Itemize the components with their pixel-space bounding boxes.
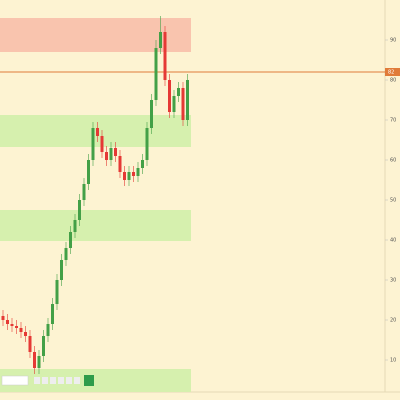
candle-body	[141, 160, 144, 168]
candle-body	[114, 148, 117, 156]
zone	[0, 18, 191, 52]
zone	[0, 210, 191, 241]
y-tick-label: 40	[390, 238, 396, 244]
candle-body	[6, 320, 9, 324]
symbol-box[interactable]	[1, 375, 29, 386]
candle-body	[91, 128, 95, 160]
candle-body	[82, 184, 86, 200]
tool-button[interactable]	[66, 377, 72, 384]
candle-body	[154, 48, 158, 100]
candle-body	[46, 324, 50, 336]
candle-body	[123, 172, 126, 180]
y-tick-label: 80	[390, 78, 396, 84]
candle-body	[60, 260, 63, 280]
candle-body	[109, 148, 113, 160]
candle-body	[64, 248, 68, 260]
y-tick-label: 30	[390, 278, 396, 284]
candle-body	[186, 80, 189, 120]
candle-body	[118, 156, 122, 172]
y-tick-label: 50	[390, 198, 396, 204]
candle-body	[10, 324, 14, 326]
candle-body	[150, 100, 153, 128]
candle-body	[42, 336, 45, 356]
candle-body	[163, 32, 167, 80]
zone	[0, 115, 191, 147]
candle-body	[172, 96, 176, 112]
candle-body	[96, 128, 99, 136]
tool-button[interactable]	[58, 377, 64, 384]
candle-body	[168, 80, 171, 112]
candle-body	[19, 328, 23, 332]
price-label-box	[385, 68, 400, 76]
candle-body	[132, 172, 135, 176]
y-tick-label: 90	[390, 38, 396, 44]
price-label: 82	[388, 70, 394, 76]
candle-body	[69, 232, 72, 248]
candle-body	[136, 168, 140, 176]
tool-button[interactable]	[34, 377, 40, 384]
candle-body	[87, 160, 90, 184]
tool-button[interactable]	[42, 377, 48, 384]
y-tick-label: 70	[390, 118, 396, 124]
candle-body	[159, 32, 162, 48]
candle-body	[1, 316, 5, 320]
play-button[interactable]	[84, 375, 94, 386]
candle-body	[105, 152, 108, 160]
candle-body	[100, 136, 104, 152]
candle-body	[33, 352, 36, 368]
y-tick-label: 10	[390, 358, 396, 364]
candle-body	[177, 88, 180, 96]
y-tick-label: 60	[390, 158, 396, 164]
candle-body	[78, 200, 81, 220]
candle-body	[15, 326, 18, 328]
candle-body	[73, 220, 77, 232]
candle-body	[24, 332, 27, 336]
tool-button[interactable]	[50, 377, 56, 384]
zone	[0, 369, 191, 392]
candle-body	[145, 128, 149, 160]
candle-body	[55, 280, 59, 304]
candle-body	[127, 172, 131, 180]
candle-body	[28, 336, 32, 352]
candle-body	[51, 304, 54, 324]
tool-button[interactable]	[74, 377, 80, 384]
toolbar	[1, 375, 94, 386]
y-tick-label: 20	[390, 318, 396, 324]
candle-body	[37, 356, 41, 368]
candle-body	[181, 88, 185, 120]
